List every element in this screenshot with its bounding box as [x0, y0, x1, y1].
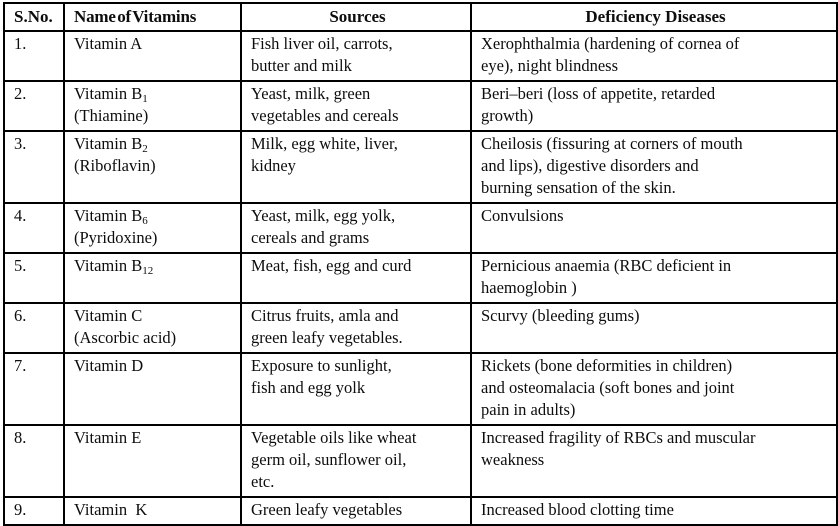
table-row: 8. Vitamin E Vegetable oils like wheat g… [3, 424, 838, 498]
vitamin-name-base: Vitamin B [74, 84, 143, 103]
col-header-sources: Sources [240, 2, 472, 32]
page: S.No. Name of Vitamins Sources Deficienc… [3, 2, 838, 526]
cell-vitamin-name: Vitamin C (Ascorbic acid) [63, 302, 242, 354]
vitamin-name-line1: Vitamin B1 [74, 83, 234, 105]
cell-sno: 7. [3, 352, 65, 426]
vitamin-name-base: Vitamin E [74, 428, 142, 447]
cell-sources: Green leafy vegetables [240, 496, 472, 526]
cell-sno: 6. [3, 302, 65, 354]
vitamin-name-line2: (Riboflavin) [74, 156, 156, 175]
header-row: S.No. Name of Vitamins Sources Deficienc… [3, 2, 838, 32]
cell-sno: 5. [3, 252, 65, 304]
table-row: 4. Vitamin B6 (Pyridoxine) Yeast, milk, … [3, 202, 838, 254]
vitamin-name-line1: Vitamin E [74, 427, 234, 449]
col-header-deficiency: Deficiency Diseases [470, 2, 838, 32]
vitamin-name-base: Vitamin A [74, 34, 143, 53]
vitamin-name-base: Vitamin K [74, 500, 148, 519]
cell-sno: 4. [3, 202, 65, 254]
table-row: 9. Vitamin K Green leafy vegetables Incr… [3, 496, 838, 526]
vitamin-name-line1: Vitamin B6 [74, 205, 234, 227]
vitamin-name-line1: Vitamin A [74, 33, 234, 55]
vitamin-name-base: Vitamin D [74, 356, 144, 375]
vitamin-name-line1: Vitamin K [74, 499, 234, 521]
vitamin-name-line1: Vitamin C [74, 305, 234, 327]
cell-sno: 2. [3, 80, 65, 132]
vitamin-name-line2: (Ascorbic acid) [74, 328, 177, 347]
cell-deficiency: Pernicious anaemia (RBC deficient in hae… [470, 252, 838, 304]
cell-sources: Yeast, milk, egg yolk, cereals and grams [240, 202, 472, 254]
cell-vitamin-name: Vitamin B1 (Thiamine) [63, 80, 242, 132]
col-header-sno: S.No. [3, 2, 65, 32]
cell-vitamin-name: Vitamin B2 (Riboflavin) [63, 130, 242, 204]
cell-sources: Vegetable oils like wheat germ oil, sunf… [240, 424, 472, 498]
table-row: 2. Vitamin B1 (Thiamine) Yeast, milk, gr… [3, 80, 838, 132]
cell-vitamin-name: Vitamin B6 (Pyridoxine) [63, 202, 242, 254]
col-header-name: Name of Vitamins [63, 2, 242, 32]
cell-deficiency: Increased blood clotting time [470, 496, 838, 526]
cell-deficiency: Convulsions [470, 202, 838, 254]
cell-sources: Fish liver oil, carrots, butter and milk [240, 30, 472, 82]
cell-sno: 1. [3, 30, 65, 82]
vitamin-name-base: Vitamin B [74, 206, 143, 225]
vitamins-table: S.No. Name of Vitamins Sources Deficienc… [3, 2, 838, 526]
vitamin-name-subscript: 1 [142, 93, 148, 105]
cell-deficiency: Cheilosis (fissuring at corners of mouth… [470, 130, 838, 204]
cell-deficiency: Beri–beri (loss of appetite, retarded gr… [470, 80, 838, 132]
vitamin-name-base: Vitamin B [74, 134, 143, 153]
cell-vitamin-name: Vitamin D [63, 352, 242, 426]
table-row: 6. Vitamin C (Ascorbic acid) Citrus frui… [3, 302, 838, 354]
vitamin-name-line2: (Thiamine) [74, 106, 149, 125]
vitamin-name-line1: Vitamin D [74, 355, 234, 377]
vitamin-name-base: Vitamin C [74, 306, 143, 325]
vitamin-name-base: Vitamin B [74, 256, 143, 275]
vitamin-name-line1: Vitamin B12 [74, 255, 234, 277]
vitamin-name-line1: Vitamin B2 [74, 133, 234, 155]
cell-vitamin-name: Vitamin E [63, 424, 242, 498]
cell-deficiency: Rickets (bone deformities in children) a… [470, 352, 838, 426]
vitamin-name-subscript: 6 [142, 215, 148, 227]
cell-sources: Yeast, milk, green vegetables and cereal… [240, 80, 472, 132]
table-row: 5. Vitamin B12 Meat, fish, egg and curd … [3, 252, 838, 304]
cell-deficiency: Scurvy (bleeding gums) [470, 302, 838, 354]
cell-sno: 9. [3, 496, 65, 526]
cell-sources: Milk, egg white, liver, kidney [240, 130, 472, 204]
cell-sno: 8. [3, 424, 65, 498]
cell-deficiency: Increased fragility of RBCs and muscular… [470, 424, 838, 498]
cell-vitamin-name: Vitamin K [63, 496, 242, 526]
cell-vitamin-name: Vitamin A [63, 30, 242, 82]
cell-vitamin-name: Vitamin B12 [63, 252, 242, 304]
cell-sno: 3. [3, 130, 65, 204]
vitamin-name-subscript: 12 [142, 265, 154, 277]
table-row: 3. Vitamin B2 (Riboflavin) Milk, egg whi… [3, 130, 838, 204]
cell-deficiency: Xerophthalmia (hardening of cornea of ey… [470, 30, 838, 82]
cell-sources: Citrus fruits, amla and green leafy vege… [240, 302, 472, 354]
cell-sources: Exposure to sunlight, fish and egg yolk [240, 352, 472, 426]
table-row: 1. Vitamin A Fish liver oil, carrots, bu… [3, 30, 838, 82]
vitamin-name-line2: (Pyridoxine) [74, 228, 158, 247]
table-row: 7. Vitamin D Exposure to sunlight, fish … [3, 352, 838, 426]
vitamin-name-subscript: 2 [142, 143, 148, 155]
cell-sources: Meat, fish, egg and curd [240, 252, 472, 304]
